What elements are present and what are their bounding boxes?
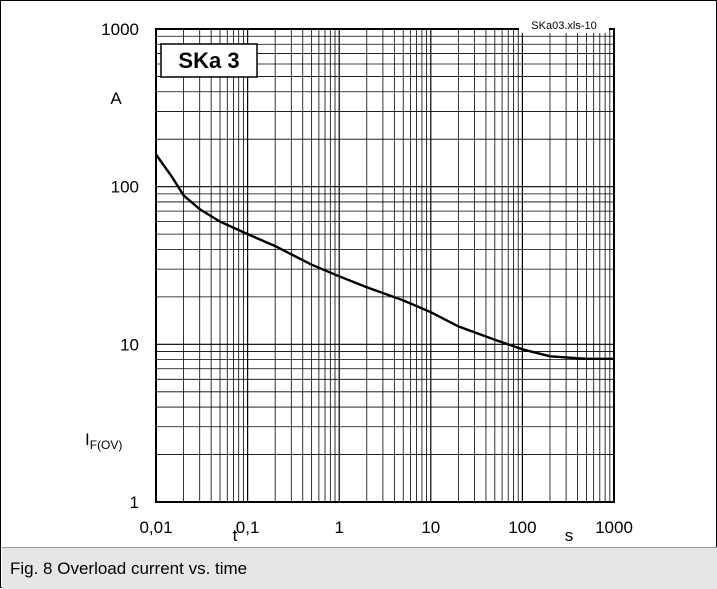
- y-tick-label: 1: [130, 493, 139, 512]
- x-tick-label: 0,01: [139, 518, 172, 537]
- x-tick-label: 10: [421, 518, 440, 537]
- y-axis-subscript: F(OV): [90, 438, 123, 452]
- plot-area-border: [155, 28, 615, 503]
- x-tick-label: 0,1: [236, 518, 260, 537]
- tick-labels: 0,01 0,1 1 10 100 1000 1000 100 10 1: [101, 20, 633, 537]
- y-axis-label: IF(OV): [85, 430, 122, 452]
- figure-caption: Fig. 8 Overload current vs. time: [10, 559, 248, 578]
- overload-chart: 0,01 0,1 1 10 100 1000 1000 100 10 1 SKa 3 SKa03.…: [85, 19, 633, 545]
- y-tick-label: 1000: [101, 20, 139, 39]
- y-tick-label: 100: [111, 178, 139, 197]
- x-tick-label: 1: [334, 518, 343, 537]
- x-axis-symbol: t: [233, 526, 238, 545]
- caption-bar: Fig. 8 Overload current vs. time: [2, 547, 717, 589]
- source-label: SKa03.xls-10: [531, 20, 596, 32]
- title-box: [160, 43, 258, 78]
- grid-lines: [155, 29, 614, 503]
- y-tick-label: 10: [120, 335, 139, 354]
- y-axis-unit: A: [110, 89, 122, 108]
- chart-title: SKa 3: [178, 48, 239, 73]
- x-tick-label: 1000: [595, 518, 633, 537]
- source-label-bg: [519, 19, 609, 33]
- x-tick-label: 100: [508, 518, 536, 537]
- y-axis-symbol: I: [85, 430, 90, 449]
- x-axis-unit: s: [565, 526, 574, 545]
- series-line: [155, 153, 614, 360]
